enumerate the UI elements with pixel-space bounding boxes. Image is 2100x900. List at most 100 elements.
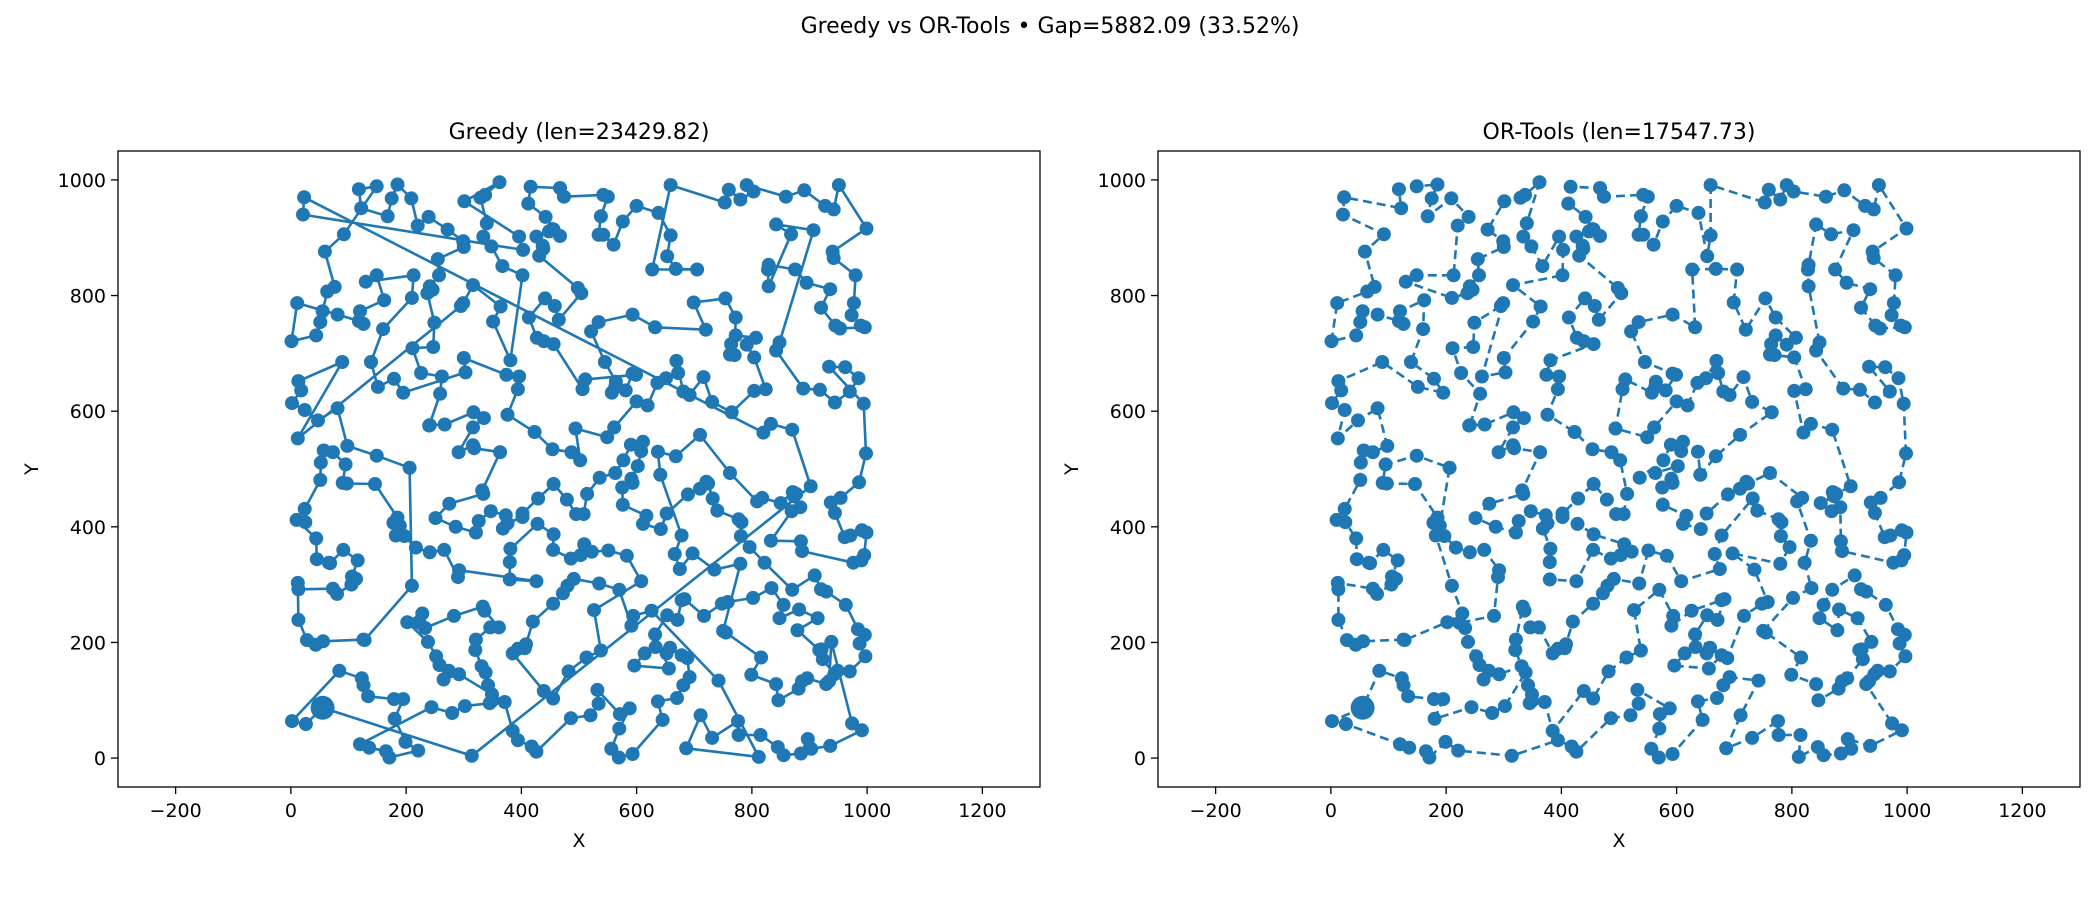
- city-point: [1747, 562, 1762, 577]
- city-point: [1353, 473, 1368, 487]
- city-point: [1670, 459, 1685, 474]
- city-point: [452, 667, 467, 682]
- city-point: [388, 528, 403, 543]
- city-point: [1396, 632, 1411, 647]
- city-point: [523, 179, 538, 194]
- city-point: [1665, 366, 1680, 381]
- city-point: [1667, 658, 1682, 673]
- city-point: [686, 295, 701, 310]
- city-point: [1652, 707, 1667, 722]
- city-point: [1627, 603, 1641, 618]
- city-point: [796, 381, 811, 396]
- city-point: [1703, 640, 1717, 655]
- city-point: [1843, 479, 1858, 494]
- city-point: [1646, 237, 1661, 252]
- city-point: [618, 383, 633, 398]
- city-point: [579, 650, 594, 665]
- city-point: [724, 405, 739, 420]
- city-point: [619, 548, 634, 563]
- city-point: [376, 322, 391, 337]
- city-point: [650, 694, 665, 709]
- city-point: [674, 648, 689, 663]
- city-point: [710, 503, 725, 518]
- city-point: [411, 743, 426, 758]
- city-point: [830, 663, 845, 678]
- city-point: [437, 417, 452, 432]
- city-point: [1450, 218, 1465, 233]
- city-point: [785, 485, 800, 500]
- city-point: [285, 714, 299, 729]
- city-point: [317, 244, 332, 259]
- city-point: [1576, 684, 1591, 698]
- city-point: [1476, 672, 1491, 687]
- city-point: [1691, 205, 1706, 220]
- city-point: [576, 507, 591, 522]
- city-point: [1325, 396, 1339, 411]
- city-point: [1365, 581, 1380, 596]
- city-point: [696, 370, 711, 385]
- city-point: [1801, 279, 1816, 294]
- city-point: [410, 218, 425, 233]
- city-point: [568, 421, 583, 436]
- city-point: [1884, 308, 1899, 323]
- city-point: [1325, 714, 1339, 729]
- city-point: [1664, 618, 1679, 633]
- city-point: [1477, 542, 1492, 557]
- city-point: [1624, 324, 1639, 339]
- city-point: [854, 553, 869, 568]
- city-point: [1620, 486, 1635, 501]
- city-point: [1587, 299, 1602, 313]
- city-point: [447, 608, 461, 623]
- city-point: [747, 383, 762, 398]
- plot-frame-ortools: [1157, 150, 2081, 788]
- city-point: [1771, 714, 1785, 729]
- city-point: [680, 487, 695, 502]
- city-point: [529, 574, 544, 589]
- city-point: [1798, 382, 1813, 397]
- city-point: [1565, 614, 1580, 629]
- city-point: [1700, 608, 1715, 623]
- city-point: [1337, 501, 1352, 516]
- city-point: [705, 491, 720, 506]
- city-point: [404, 578, 419, 593]
- city-point: [430, 252, 445, 267]
- city-point: [846, 296, 861, 311]
- city-point: [1506, 405, 1521, 420]
- city-point: [290, 431, 305, 446]
- city-point: [1773, 192, 1788, 207]
- city-point: [1816, 597, 1831, 612]
- city-point: [763, 416, 778, 431]
- city-point: [838, 597, 853, 612]
- city-point: [772, 335, 787, 350]
- city-point: [542, 224, 556, 239]
- city-point: [296, 207, 310, 222]
- city-point: [1703, 178, 1718, 193]
- x-tick-label: 0: [285, 800, 297, 822]
- city-point: [1804, 581, 1819, 596]
- city-point: [1862, 359, 1877, 374]
- city-point: [1445, 341, 1460, 356]
- city-point: [629, 198, 644, 213]
- city-point: [1482, 496, 1497, 511]
- city-point: [1380, 438, 1395, 453]
- city-point: [1693, 522, 1708, 537]
- city-point: [1684, 603, 1699, 618]
- city-point: [1812, 611, 1827, 626]
- city-point: [1427, 711, 1442, 726]
- city-point: [486, 314, 501, 329]
- city-point: [1436, 692, 1451, 707]
- city-point: [1487, 608, 1501, 623]
- city-point: [1497, 699, 1512, 714]
- city-point: [336, 542, 351, 557]
- city-point: [597, 355, 612, 369]
- city-point: [1365, 445, 1380, 460]
- city-point: [1854, 582, 1868, 597]
- city-point: [1665, 747, 1680, 761]
- city-point: [1636, 227, 1651, 242]
- city-point: [1767, 348, 1782, 363]
- city-point: [634, 574, 649, 589]
- city-point: [493, 445, 508, 460]
- city-point: [405, 341, 420, 356]
- x-axis-label-ortools: X: [1612, 830, 1625, 852]
- city-point: [1338, 717, 1353, 731]
